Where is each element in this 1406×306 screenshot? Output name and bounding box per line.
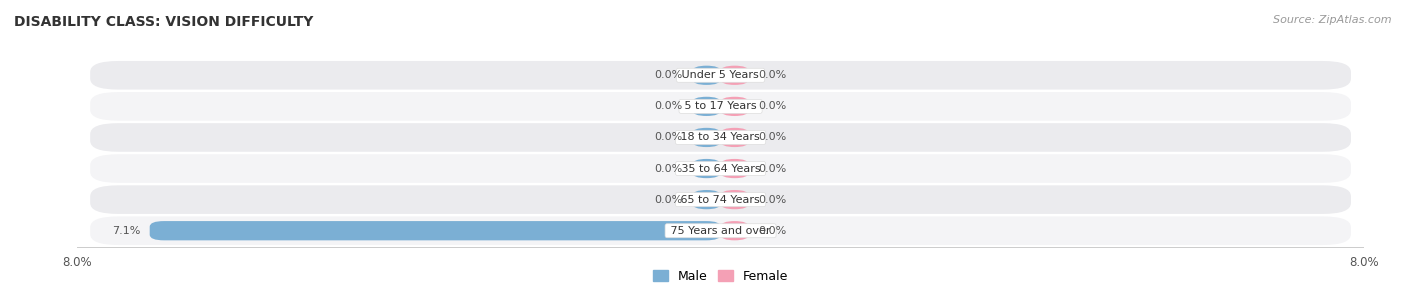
FancyBboxPatch shape bbox=[692, 159, 721, 178]
FancyBboxPatch shape bbox=[90, 216, 1351, 245]
Text: 5 to 17 Years: 5 to 17 Years bbox=[681, 101, 761, 111]
Text: 75 Years and over: 75 Years and over bbox=[666, 226, 775, 236]
FancyBboxPatch shape bbox=[721, 128, 749, 147]
Text: Source: ZipAtlas.com: Source: ZipAtlas.com bbox=[1274, 15, 1392, 25]
FancyBboxPatch shape bbox=[149, 221, 721, 240]
Text: 0.0%: 0.0% bbox=[758, 101, 786, 111]
Legend: Male, Female: Male, Female bbox=[648, 265, 793, 288]
Text: 35 to 64 Years: 35 to 64 Years bbox=[678, 163, 763, 174]
Text: 0.0%: 0.0% bbox=[758, 163, 786, 174]
Text: 65 to 74 Years: 65 to 74 Years bbox=[678, 195, 763, 205]
FancyBboxPatch shape bbox=[721, 66, 749, 85]
Text: 0.0%: 0.0% bbox=[758, 70, 786, 80]
FancyBboxPatch shape bbox=[721, 97, 749, 116]
FancyBboxPatch shape bbox=[692, 66, 721, 85]
Text: 0.0%: 0.0% bbox=[655, 163, 683, 174]
FancyBboxPatch shape bbox=[90, 185, 1351, 214]
Text: 0.0%: 0.0% bbox=[758, 132, 786, 143]
Text: 7.1%: 7.1% bbox=[111, 226, 141, 236]
Text: 0.0%: 0.0% bbox=[655, 70, 683, 80]
FancyBboxPatch shape bbox=[90, 123, 1351, 152]
FancyBboxPatch shape bbox=[721, 159, 749, 178]
FancyBboxPatch shape bbox=[692, 190, 721, 209]
FancyBboxPatch shape bbox=[721, 190, 749, 209]
Text: 0.0%: 0.0% bbox=[758, 195, 786, 205]
FancyBboxPatch shape bbox=[90, 61, 1351, 90]
Text: DISABILITY CLASS: VISION DIFFICULTY: DISABILITY CLASS: VISION DIFFICULTY bbox=[14, 15, 314, 29]
Text: 0.0%: 0.0% bbox=[655, 101, 683, 111]
Text: 0.0%: 0.0% bbox=[655, 132, 683, 143]
FancyBboxPatch shape bbox=[90, 92, 1351, 121]
Text: 0.0%: 0.0% bbox=[758, 226, 786, 236]
Text: 0.0%: 0.0% bbox=[655, 195, 683, 205]
FancyBboxPatch shape bbox=[90, 154, 1351, 183]
Text: Under 5 Years: Under 5 Years bbox=[679, 70, 762, 80]
FancyBboxPatch shape bbox=[692, 97, 721, 116]
FancyBboxPatch shape bbox=[721, 221, 749, 240]
FancyBboxPatch shape bbox=[692, 128, 721, 147]
Text: 18 to 34 Years: 18 to 34 Years bbox=[678, 132, 763, 143]
